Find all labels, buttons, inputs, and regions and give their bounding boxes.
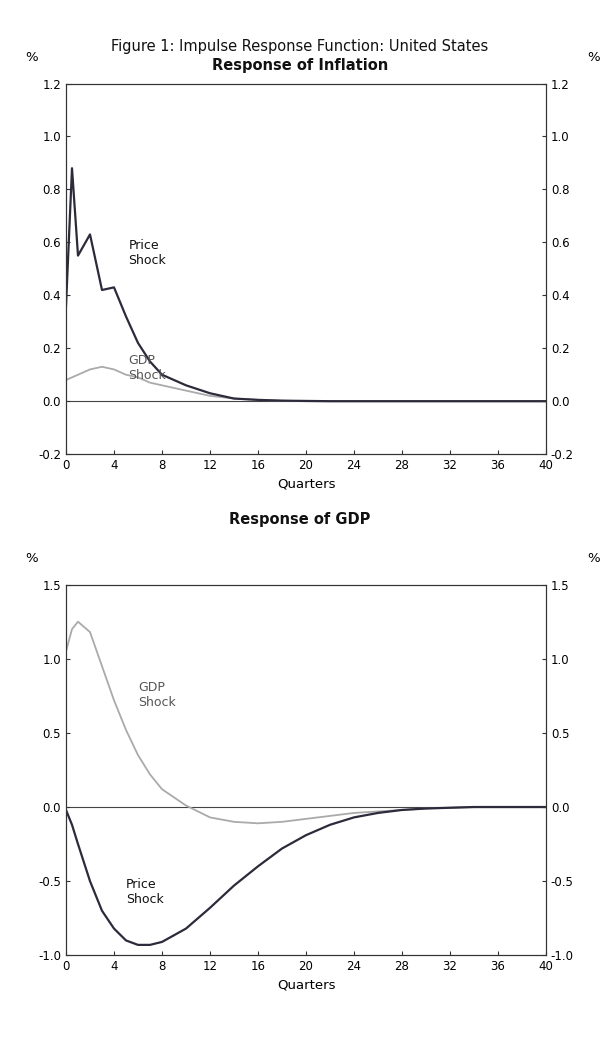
Text: Figure 1: Impulse Response Function: United States: Figure 1: Impulse Response Function: Uni… xyxy=(112,40,488,54)
Text: Price
Shock: Price Shock xyxy=(128,238,166,266)
Text: %: % xyxy=(25,51,38,65)
Text: %: % xyxy=(587,552,599,566)
X-axis label: Quarters: Quarters xyxy=(277,477,335,491)
X-axis label: Quarters: Quarters xyxy=(277,978,335,992)
Text: Price
Shock: Price Shock xyxy=(126,878,164,906)
Text: Response of Inflation: Response of Inflation xyxy=(212,58,388,73)
Text: Response of GDP: Response of GDP xyxy=(229,513,371,527)
Text: %: % xyxy=(25,552,38,566)
Text: %: % xyxy=(587,51,599,65)
Text: GDP
Shock: GDP Shock xyxy=(128,354,166,382)
Text: GDP
Shock: GDP Shock xyxy=(138,681,176,709)
